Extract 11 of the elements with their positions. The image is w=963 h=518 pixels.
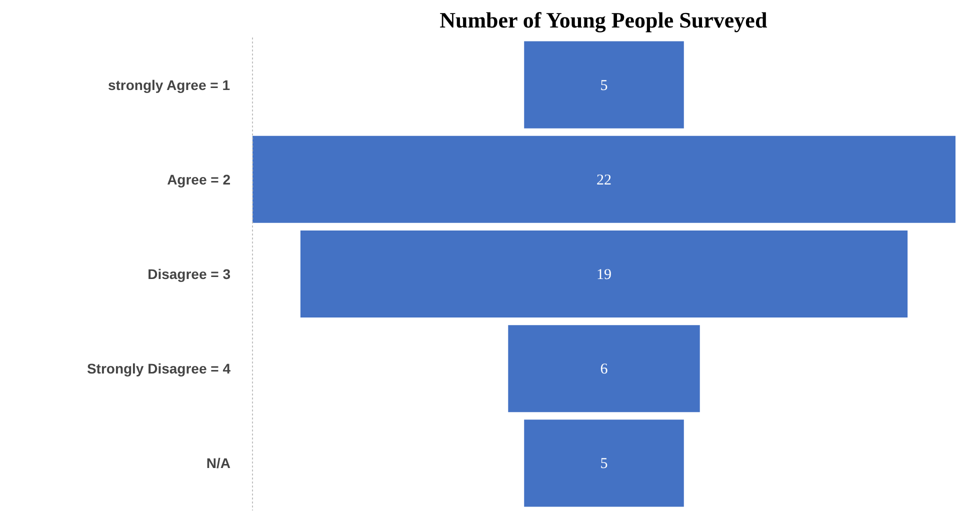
data-label: 22 [596,172,612,188]
data-label: 5 [600,78,608,94]
category-label: Disagree = 3 [148,266,231,282]
text: Number of Young People Surveyed [440,8,768,32]
category-label: Strongly Disagree = 4 [86,360,231,377]
category-label: N/A [206,455,231,472]
category-label: strongly Agree = 1 [108,76,230,93]
data-label: 6 [600,362,608,378]
data-label: 19 [596,267,612,283]
data-label: 5 [600,456,608,472]
category-label: Agree = 2 [167,171,231,188]
